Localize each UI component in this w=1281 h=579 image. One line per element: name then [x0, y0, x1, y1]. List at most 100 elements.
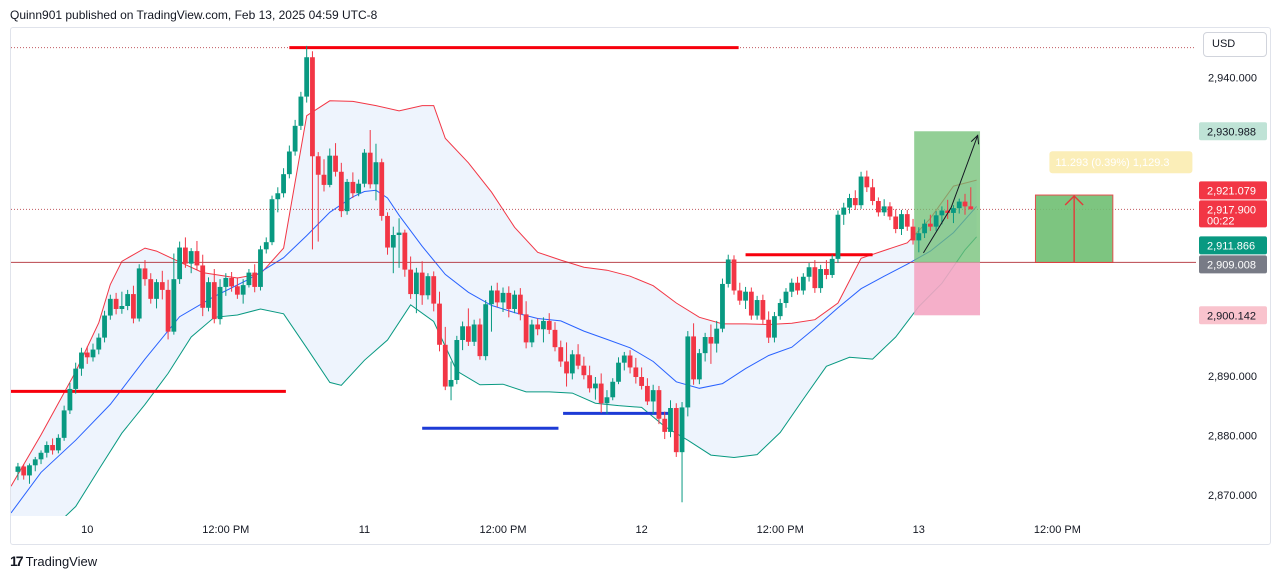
candle-body-79 — [471, 324, 477, 342]
candle-body-65 — [390, 235, 396, 248]
candle-body-127 — [748, 291, 754, 316]
candle-body-89 — [529, 324, 535, 343]
candle-body-75 — [448, 379, 454, 387]
candle-body-12 — [84, 352, 90, 358]
candle-body-165 — [968, 206, 974, 210]
candle-body-133 — [783, 291, 789, 304]
candle-body-70 — [419, 272, 425, 296]
price-label-4: 2,909.008 — [1207, 259, 1256, 271]
candle-body-58 — [350, 181, 356, 194]
footer: 17 TradingView — [10, 553, 97, 569]
candle-body-43 — [263, 242, 269, 250]
price-label-box-2 — [1199, 200, 1267, 228]
candle-body-106 — [627, 355, 633, 368]
y-tick-label-1: 2,890.000 — [1208, 371, 1257, 383]
candle-body-122 — [720, 283, 725, 329]
candle-body-36 — [223, 277, 229, 287]
candle-body-10 — [73, 368, 79, 389]
candle-body-60 — [362, 152, 367, 184]
candle-body-15 — [102, 315, 107, 338]
candle-body-59 — [356, 183, 362, 194]
y-tick-label-3: 2,870.000 — [1208, 490, 1257, 502]
candle-body-159 — [933, 215, 939, 227]
candle-body-118 — [696, 353, 702, 380]
x-tick-label-6: 13 — [913, 524, 925, 536]
candle-body-97 — [575, 354, 581, 366]
candle-body-124 — [731, 259, 737, 291]
candle-body-137 — [806, 267, 812, 277]
candle-body-5 — [44, 445, 50, 453]
candle-body-121 — [714, 328, 720, 344]
candle-body-160 — [939, 210, 945, 216]
candle-body-120 — [708, 337, 714, 344]
candle-body-78 — [465, 326, 471, 342]
candle-body-49 — [298, 96, 304, 126]
candle-body-14 — [96, 337, 102, 350]
candle-body-132 — [777, 303, 783, 317]
price-axis: 2,940.000 2,890.000 2,880.000 2,870.000 2,93… — [1199, 73, 1267, 502]
candle-body-149 — [875, 201, 881, 213]
candle-body-125 — [737, 290, 743, 301]
candle-body-148 — [870, 187, 876, 202]
candle-body-13 — [90, 349, 96, 358]
candle-body-158 — [927, 223, 933, 227]
candle-body-107 — [633, 367, 639, 377]
candle-body-0 — [15, 466, 21, 472]
candle-body-54 — [327, 155, 333, 185]
y-tick-label-0: 2,940.000 — [1208, 73, 1257, 85]
candle-body-87 — [517, 294, 523, 315]
candle-body-26 — [165, 289, 171, 332]
candle-body-20 — [131, 294, 136, 319]
candle-body-94 — [558, 347, 564, 362]
candle-body-143 — [841, 207, 847, 215]
x-tick-label-4: 12 — [635, 524, 647, 536]
candle-body-55 — [333, 155, 338, 172]
candle-body-34 — [211, 282, 217, 320]
currency-button[interactable]: USD — [1203, 32, 1267, 57]
candle-body-114 — [673, 408, 679, 453]
candle-body-113 — [668, 408, 673, 432]
candle-body-153 — [899, 214, 904, 230]
candle-body-105 — [621, 355, 627, 363]
candle-body-129 — [760, 300, 766, 320]
candle-body-128 — [754, 300, 760, 316]
candle-body-57 — [344, 181, 350, 212]
price-label-box-5 — [1199, 306, 1267, 325]
candle-body-62 — [373, 162, 379, 185]
candle-body-84 — [500, 292, 506, 303]
candle-body-52 — [315, 156, 321, 175]
stop-zone — [914, 262, 981, 316]
candle-body-63 — [379, 162, 385, 216]
price-label-1: 2,921.079 — [1207, 185, 1256, 197]
candle-body-119 — [702, 337, 708, 354]
candle-body-9 — [67, 388, 73, 411]
candle-body-85 — [506, 292, 512, 309]
candle-body-6 — [50, 445, 55, 451]
candle-body-99 — [587, 375, 593, 389]
candle-body-131 — [772, 316, 777, 338]
candle-body-102 — [604, 397, 610, 404]
candle-body-61 — [367, 152, 373, 185]
candle-body-53 — [321, 174, 327, 185]
support-resistance-levels — [11, 46, 1196, 430]
candle-body-82 — [489, 290, 494, 305]
candle-body-76 — [454, 340, 460, 380]
candle-body-108 — [639, 376, 645, 386]
candle-body-146 — [858, 176, 864, 206]
candle-body-116 — [685, 336, 691, 408]
candle-body-103 — [610, 381, 616, 398]
candle-body-25 — [159, 282, 165, 290]
target-zone — [914, 131, 981, 263]
candle-body-91 — [541, 320, 546, 330]
candle-body-140 — [824, 269, 829, 275]
candle-body-95 — [564, 361, 569, 374]
candle-body-130 — [766, 319, 772, 338]
candle-body-136 — [800, 276, 806, 291]
candle-body-123 — [725, 259, 731, 284]
candle-body-141 — [829, 258, 835, 275]
candle-body-66 — [396, 232, 402, 236]
price-label-box-4 — [1199, 255, 1267, 274]
candle-body-71 — [425, 276, 431, 296]
candle-body-147 — [864, 176, 870, 188]
